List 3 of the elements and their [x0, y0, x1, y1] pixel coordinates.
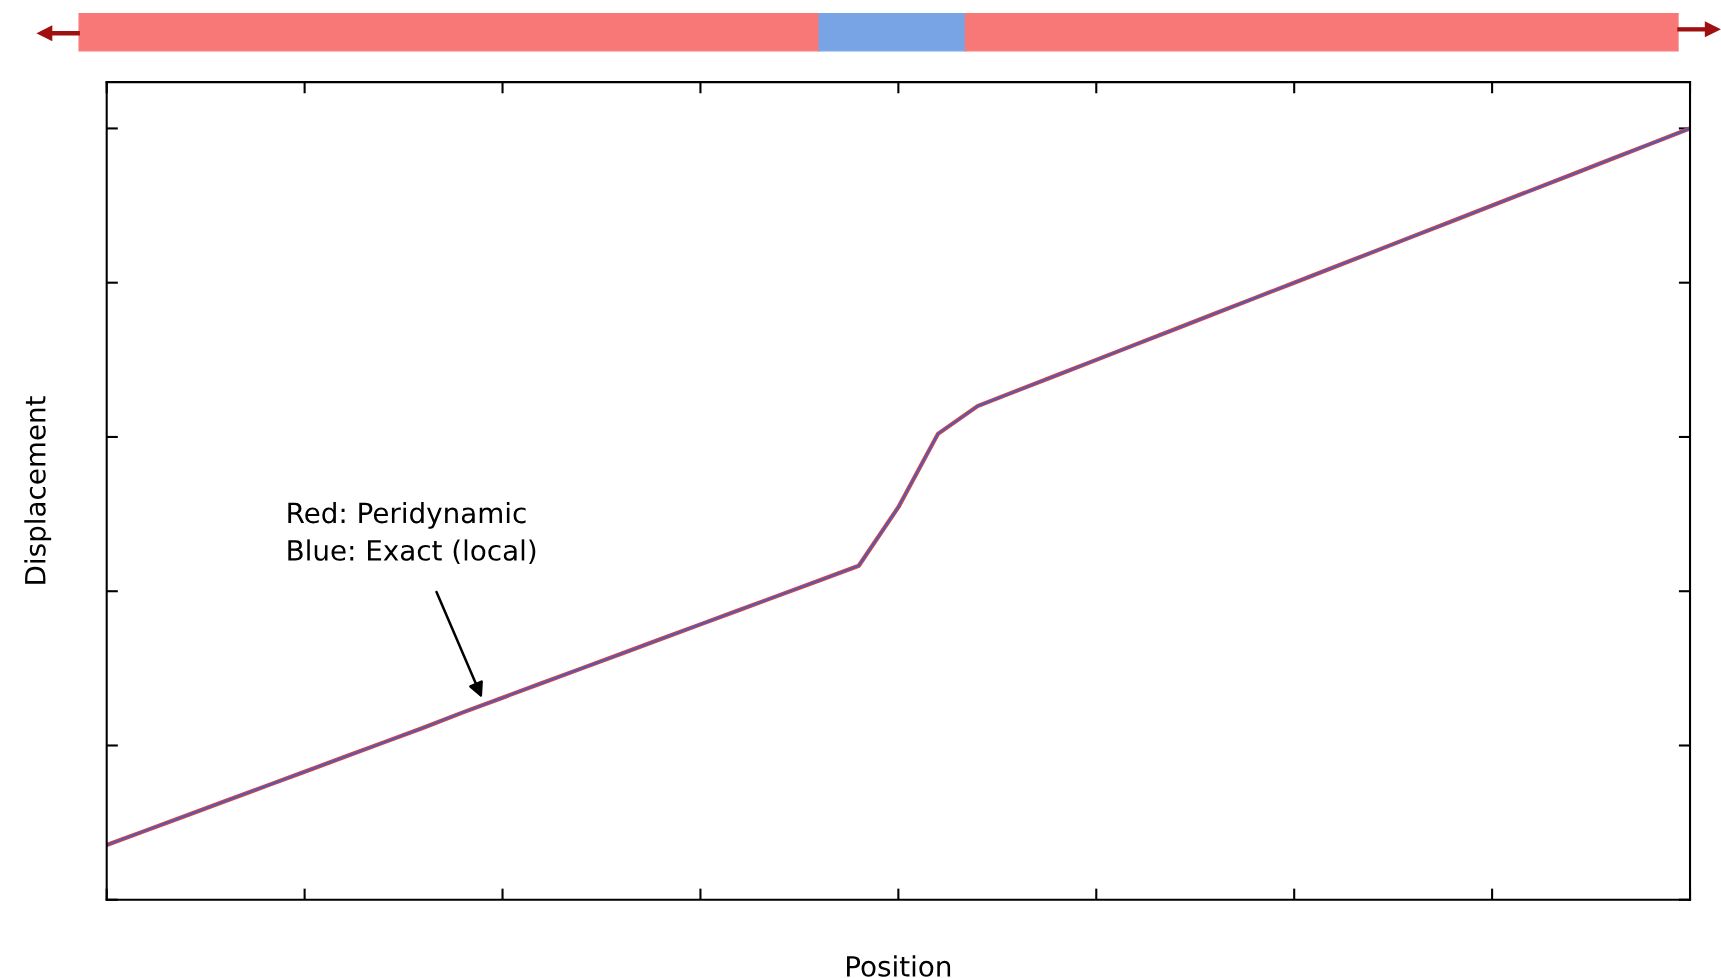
annotation: Red: Peridynamic Blue: Exact (local) [288, 501, 536, 565]
y-axis-title: Displacement [24, 396, 52, 584]
x-axis-title: Position [847, 955, 951, 977]
